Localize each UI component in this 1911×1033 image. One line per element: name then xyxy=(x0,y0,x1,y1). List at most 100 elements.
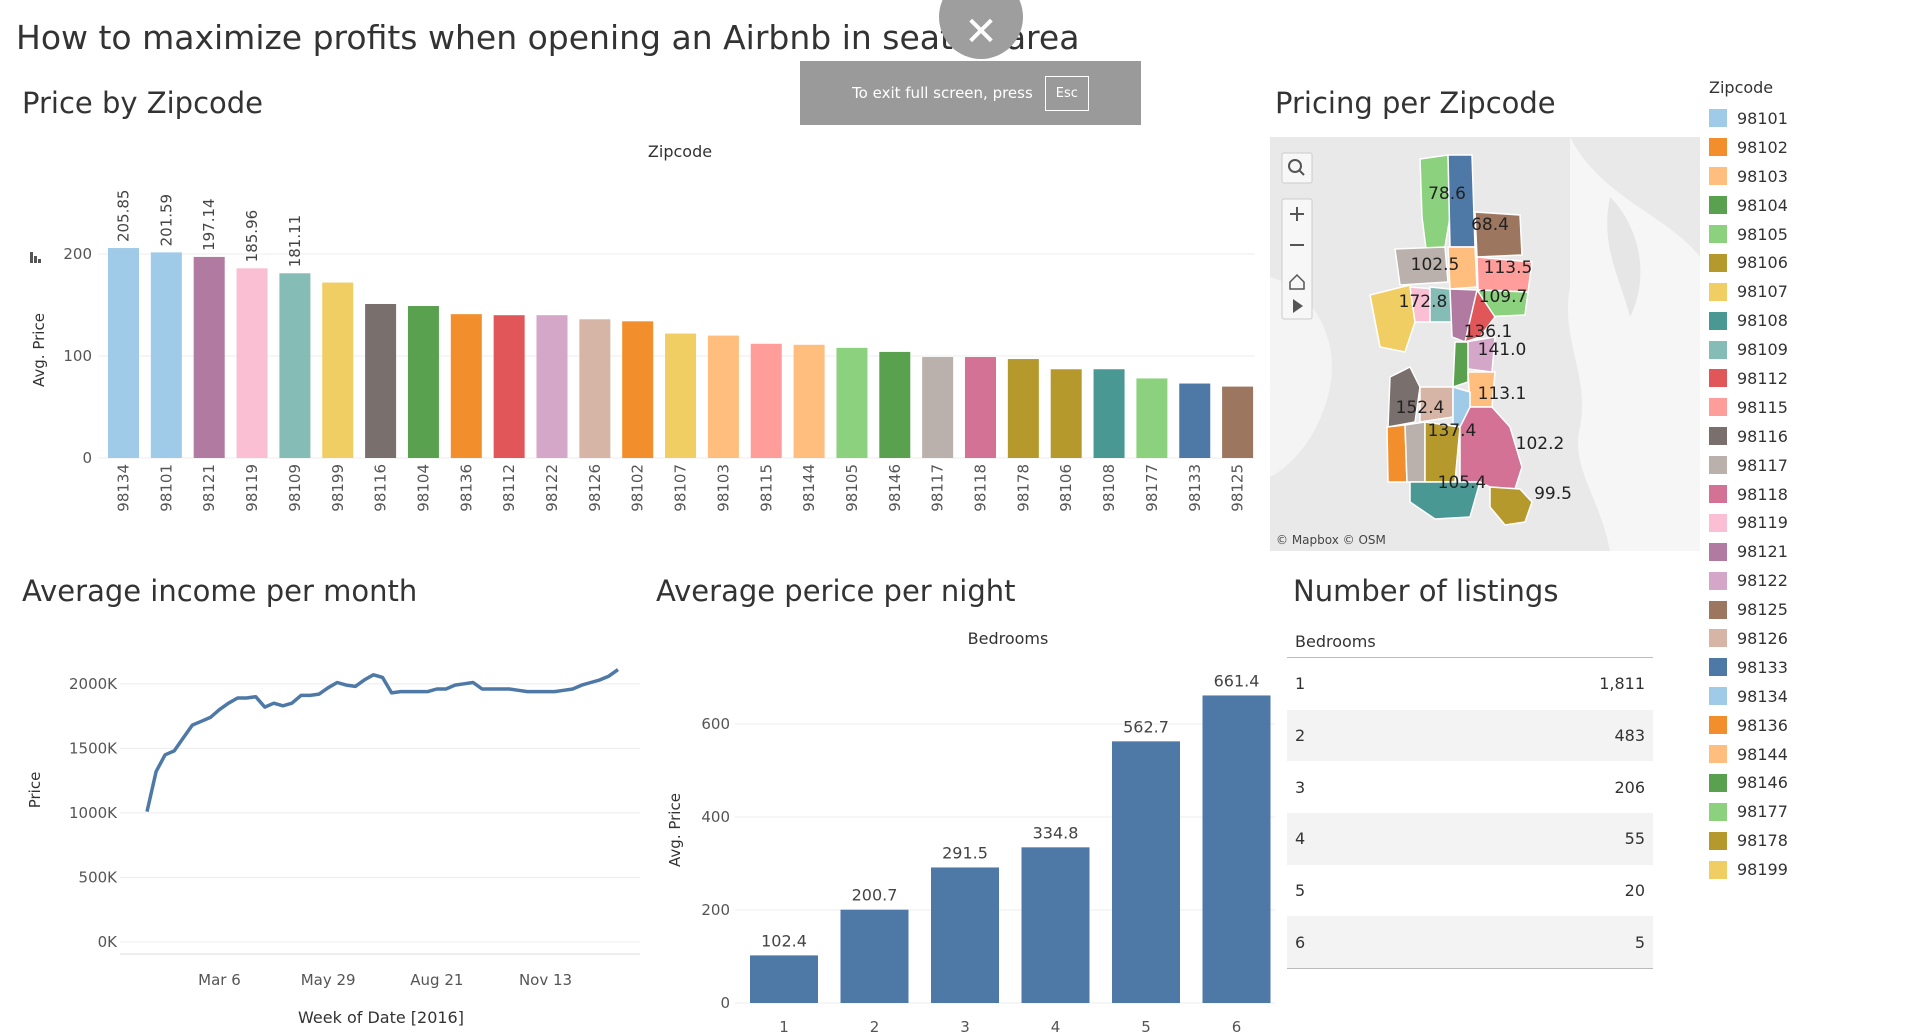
legend-label: 98103 xyxy=(1737,166,1788,186)
legend-item-98105[interactable]: 98105 xyxy=(1709,220,1788,249)
bar-98136[interactable] xyxy=(450,314,482,458)
legend-label: 98109 xyxy=(1737,340,1788,360)
legend-item-98117[interactable]: 98117 xyxy=(1709,451,1788,480)
legend-label: 98104 xyxy=(1737,195,1788,215)
bar-98103[interactable] xyxy=(707,335,739,458)
bar-98105[interactable] xyxy=(836,347,868,458)
bar-98125[interactable] xyxy=(1222,386,1254,458)
bar-value-label: 102.4 xyxy=(761,931,807,950)
x-tick-label: 98101 xyxy=(157,464,175,512)
legend-label: 98118 xyxy=(1737,484,1788,504)
legend-item-98104[interactable]: 98104 xyxy=(1709,191,1788,220)
legend-item-98199[interactable]: 98199 xyxy=(1709,855,1788,884)
search-icon[interactable] xyxy=(1281,152,1313,184)
listing-count-cell: 5 xyxy=(1634,932,1645,952)
bar-bedrooms-6[interactable] xyxy=(1202,695,1271,1003)
play-icon[interactable] xyxy=(1293,299,1303,313)
map-region-label: 68.4 xyxy=(1471,215,1509,235)
y-tick-label: 500K xyxy=(79,868,119,886)
legend-item-98109[interactable]: 98109 xyxy=(1709,335,1788,364)
legend-item-98119[interactable]: 98119 xyxy=(1709,508,1788,537)
bar-98119[interactable] xyxy=(236,268,268,458)
legend-item-98144[interactable]: 98144 xyxy=(1709,740,1788,769)
legend-item-98107[interactable]: 98107 xyxy=(1709,277,1788,306)
bar-98199[interactable] xyxy=(322,282,354,458)
zoom-in-icon[interactable] xyxy=(1290,207,1304,221)
legend-item-98178[interactable]: 98178 xyxy=(1709,826,1788,855)
legend-item-98106[interactable]: 98106 xyxy=(1709,248,1788,277)
x-tick-label: 3 xyxy=(960,1018,970,1033)
listings-title: Number of listings xyxy=(1293,574,1559,608)
bar-bedrooms-2[interactable] xyxy=(840,909,909,1003)
legend-item-98102[interactable]: 98102 xyxy=(1709,133,1788,162)
bar-98146[interactable] xyxy=(879,351,911,458)
legend-label: 98107 xyxy=(1737,282,1788,302)
bar-98101[interactable] xyxy=(150,252,182,458)
bar-98144[interactable] xyxy=(793,344,825,458)
bar-98115[interactable] xyxy=(750,343,782,458)
bar-98102[interactable] xyxy=(622,321,654,458)
bar-98109[interactable] xyxy=(279,273,311,458)
bar-value-label: 201.59 xyxy=(157,194,175,247)
legend-item-98115[interactable]: 98115 xyxy=(1709,393,1788,422)
legend-label: 98125 xyxy=(1737,600,1788,620)
bar-bedrooms-3[interactable] xyxy=(931,867,999,1003)
home-icon[interactable] xyxy=(1289,273,1305,290)
legend-item-98112[interactable]: 98112 xyxy=(1709,364,1788,393)
legend-item-98101[interactable]: 98101 xyxy=(1709,104,1788,133)
bar-98178[interactable] xyxy=(1007,359,1039,458)
bar-98118[interactable] xyxy=(965,357,996,458)
bar-value-label: 661.4 xyxy=(1214,671,1260,690)
x-tick-label: 98106 xyxy=(1057,464,1075,512)
legend-item-98116[interactable]: 98116 xyxy=(1709,422,1788,451)
bedrooms-cell: 5 xyxy=(1295,881,1306,901)
legend-item-98133[interactable]: 98133 xyxy=(1709,653,1788,682)
x-tick-label: Aug 21 xyxy=(410,971,463,989)
legend-item-98121[interactable]: 98121 xyxy=(1709,537,1788,566)
x-tick-label: 98107 xyxy=(672,464,690,512)
listings-table: Bedrooms 1 1,811 2 483 3 206 4 55 5 20 6 5 xyxy=(1287,628,1653,970)
y-axis-label: Avg. Price xyxy=(30,313,48,387)
bar-98177[interactable] xyxy=(1136,378,1168,458)
bar-98112[interactable] xyxy=(493,315,525,458)
sort-icon[interactable] xyxy=(30,252,41,263)
bar-bedrooms-1[interactable] xyxy=(750,955,818,1003)
legend-label: 98134 xyxy=(1737,686,1788,706)
bar-bedrooms-4[interactable] xyxy=(1021,847,1090,1003)
bar-bedrooms-5[interactable] xyxy=(1112,741,1180,1003)
legend-swatch xyxy=(1709,167,1727,186)
bar-98117[interactable] xyxy=(922,357,954,458)
legend-item-98108[interactable]: 98108 xyxy=(1709,306,1788,335)
legend-item-98122[interactable]: 98122 xyxy=(1709,566,1788,595)
legend-item-98134[interactable]: 98134 xyxy=(1709,682,1788,711)
zipcode-regions[interactable] xyxy=(1369,154,1533,526)
legend-swatch xyxy=(1709,225,1727,243)
legend-item-98118[interactable]: 98118 xyxy=(1709,480,1788,509)
bar-98104[interactable] xyxy=(407,306,439,458)
bar-98106[interactable] xyxy=(1050,369,1082,458)
legend-swatch xyxy=(1709,340,1727,359)
bar-98122[interactable] xyxy=(536,315,568,458)
bar-98107[interactable] xyxy=(665,333,697,458)
legend-label: 98117 xyxy=(1737,455,1788,475)
legend-item-98136[interactable]: 98136 xyxy=(1709,711,1788,740)
legend-item-98146[interactable]: 98146 xyxy=(1709,768,1788,797)
bar-98134[interactable] xyxy=(108,248,139,458)
legend-swatch xyxy=(1709,253,1727,272)
map-region-label: 172.8 xyxy=(1399,292,1448,312)
legend-item-98177[interactable]: 98177 xyxy=(1709,797,1788,826)
legend-swatch xyxy=(1709,513,1727,532)
bar-98126[interactable] xyxy=(579,319,611,458)
bar-98133[interactable] xyxy=(1179,383,1211,458)
bar-98116[interactable] xyxy=(365,303,397,458)
legend-item-98103[interactable]: 98103 xyxy=(1709,162,1788,191)
bar-98121[interactable] xyxy=(193,256,225,458)
map-controls[interactable] xyxy=(1281,152,1313,320)
bar-98108[interactable] xyxy=(1093,369,1125,458)
x-tick-label: 98118 xyxy=(972,464,990,512)
legend-item-98125[interactable]: 98125 xyxy=(1709,595,1788,624)
map-attribution: © Mapbox © OSM xyxy=(1276,533,1386,547)
legend-item-98126[interactable]: 98126 xyxy=(1709,624,1788,653)
income-per-month-title: Average income per month xyxy=(22,574,418,608)
